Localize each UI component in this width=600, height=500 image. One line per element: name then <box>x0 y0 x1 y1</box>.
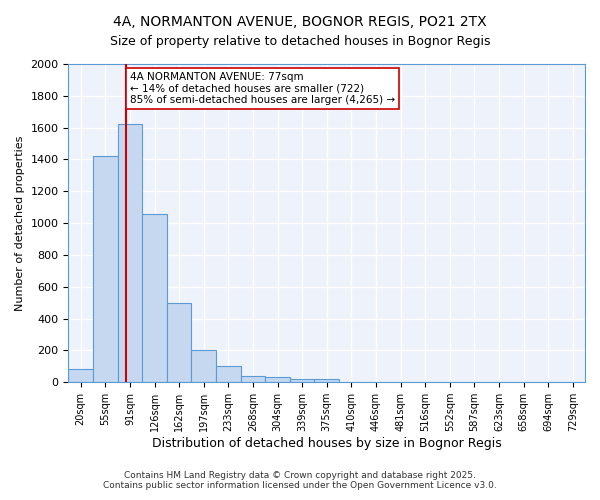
Y-axis label: Number of detached properties: Number of detached properties <box>15 136 25 311</box>
Bar <box>241 376 265 382</box>
Bar <box>68 370 93 382</box>
Bar <box>314 379 339 382</box>
Bar <box>167 302 191 382</box>
Text: 4A, NORMANTON AVENUE, BOGNOR REGIS, PO21 2TX: 4A, NORMANTON AVENUE, BOGNOR REGIS, PO21… <box>113 15 487 29</box>
Text: 4A NORMANTON AVENUE: 77sqm
← 14% of detached houses are smaller (722)
85% of sem: 4A NORMANTON AVENUE: 77sqm ← 14% of deta… <box>130 72 395 105</box>
Bar <box>265 378 290 382</box>
Bar <box>93 156 118 382</box>
Bar <box>191 350 216 382</box>
Bar <box>142 214 167 382</box>
Bar <box>118 124 142 382</box>
X-axis label: Distribution of detached houses by size in Bognor Regis: Distribution of detached houses by size … <box>152 437 502 450</box>
Bar <box>290 379 314 382</box>
Bar <box>216 366 241 382</box>
Text: Size of property relative to detached houses in Bognor Regis: Size of property relative to detached ho… <box>110 35 490 48</box>
Text: Contains HM Land Registry data © Crown copyright and database right 2025.
Contai: Contains HM Land Registry data © Crown c… <box>103 470 497 490</box>
